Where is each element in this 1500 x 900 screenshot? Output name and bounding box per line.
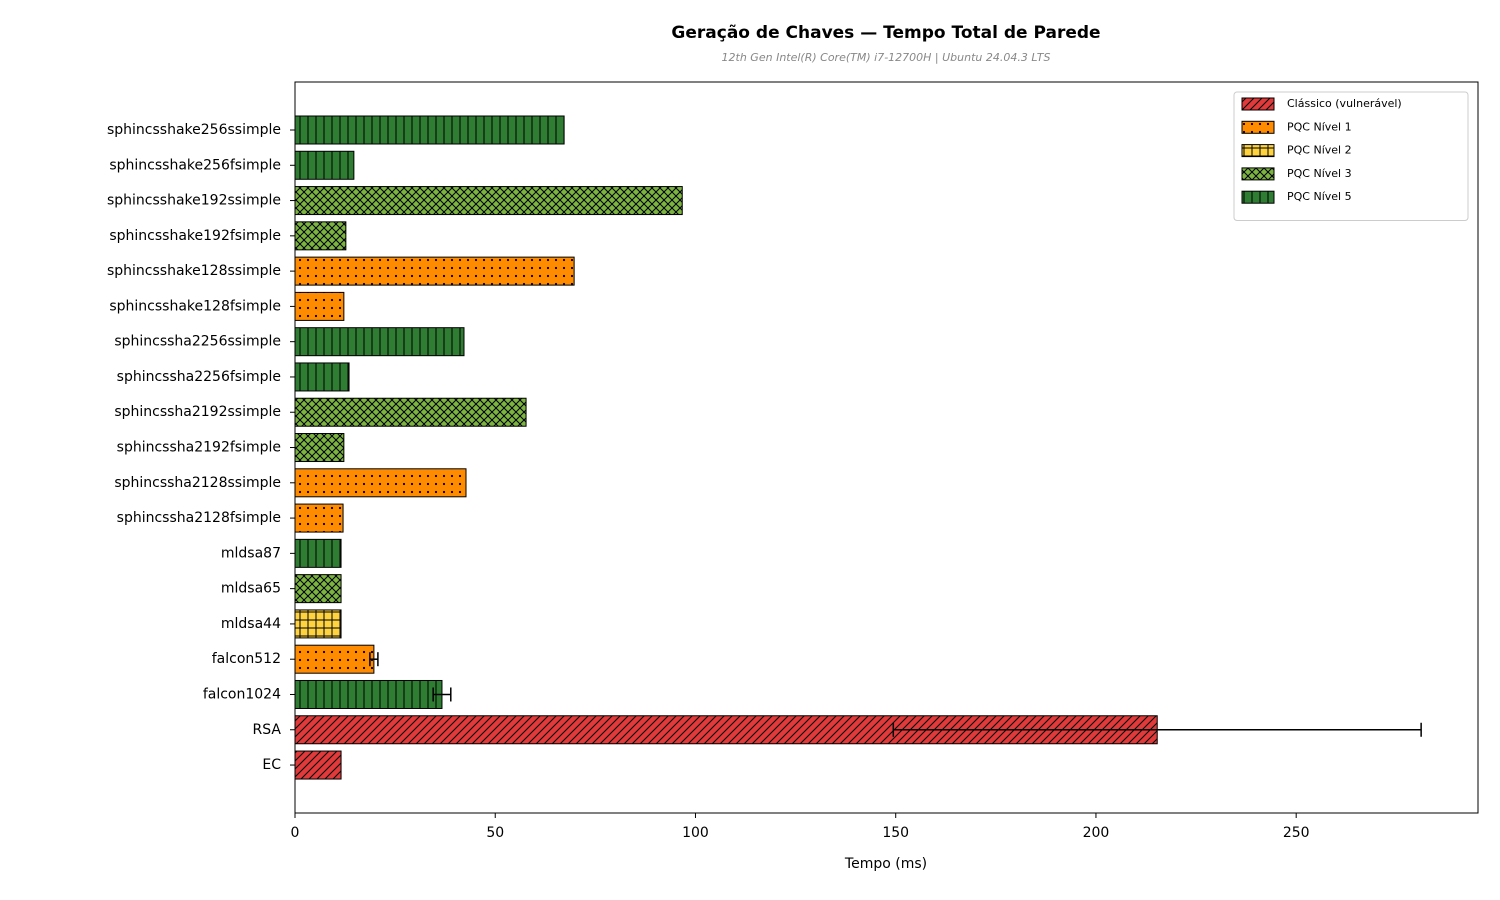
x-axis-label: Tempo (ms)	[844, 856, 927, 872]
y-tick-label: sphincsshake128ssimple	[107, 263, 281, 279]
bar	[294, 256, 575, 286]
bar	[294, 609, 342, 639]
legend-swatch	[1241, 97, 1275, 111]
legend-label: PQC Nível 2	[1287, 144, 1352, 157]
legend-label: PQC Nível 3	[1287, 167, 1352, 180]
y-tick-label: sphincssha2256fsimple	[117, 369, 281, 385]
y-tick-label: mldsa87	[221, 545, 281, 561]
bar	[294, 468, 467, 498]
bar	[294, 679, 443, 709]
y-tick-label: sphincsshake192ssimple	[107, 193, 281, 209]
x-tick-label: 0	[291, 825, 300, 841]
bar	[294, 433, 345, 463]
bar	[294, 291, 345, 321]
legend-box	[1233, 91, 1469, 221]
y-tick-label: mldsa44	[221, 616, 281, 632]
legend-label: PQC Nível 5	[1287, 190, 1352, 203]
chart-subtitle: 12th Gen Intel(R) Core(TM) i7-12700H | U…	[722, 51, 1051, 64]
legend-swatch	[1241, 120, 1275, 134]
y-tick-label: sphincsshake256ssimple	[107, 122, 281, 138]
y-tick-label: sphincssha2192ssimple	[114, 404, 281, 420]
bar	[294, 750, 342, 780]
x-tick-label: 50	[486, 825, 504, 841]
y-tick-label: sphincssha2128fsimple	[117, 510, 281, 526]
legend-swatch	[1241, 144, 1275, 158]
bar	[294, 644, 375, 674]
bar	[294, 221, 347, 251]
y-tick-label: falcon1024	[203, 686, 281, 702]
y-tick-label: sphincsshake256fsimple	[109, 157, 281, 173]
bar	[294, 115, 565, 145]
legend-swatch	[1241, 167, 1275, 181]
legend-label: PQC Nível 1	[1287, 120, 1352, 133]
y-tick-label: sphincssha2192fsimple	[117, 440, 281, 456]
y-tick-label: RSA	[253, 722, 282, 738]
y-tick-label: sphincssha2256ssimple	[114, 334, 281, 350]
x-tick-label: 150	[882, 825, 909, 841]
y-tick-label: sphincsshake192fsimple	[109, 228, 281, 244]
error-bar	[432, 687, 452, 702]
x-tick-label: 100	[682, 825, 709, 841]
error-bar	[892, 722, 1422, 737]
x-tick-label: 250	[1283, 825, 1310, 841]
bar	[294, 327, 465, 357]
bar	[294, 503, 344, 533]
error-bar	[369, 652, 379, 667]
y-tick-label: sphincssha2128ssimple	[114, 475, 281, 491]
bar	[294, 150, 355, 180]
bar	[294, 397, 527, 427]
bar	[294, 362, 350, 392]
bar	[294, 186, 683, 216]
chart-title: Geração de Chaves — Tempo Total de Pared…	[671, 23, 1100, 43]
y-tick-label: sphincsshake128fsimple	[109, 298, 281, 314]
legend-label: Clássico (vulnerável)	[1287, 97, 1402, 110]
y-tick-label: EC	[262, 757, 281, 773]
y-tick-label: falcon512	[212, 651, 281, 667]
y-tick-label: mldsa65	[221, 581, 281, 597]
x-tick-label: 200	[1083, 825, 1110, 841]
bar	[294, 574, 342, 604]
bar	[294, 538, 342, 568]
legend-swatch	[1241, 190, 1275, 204]
